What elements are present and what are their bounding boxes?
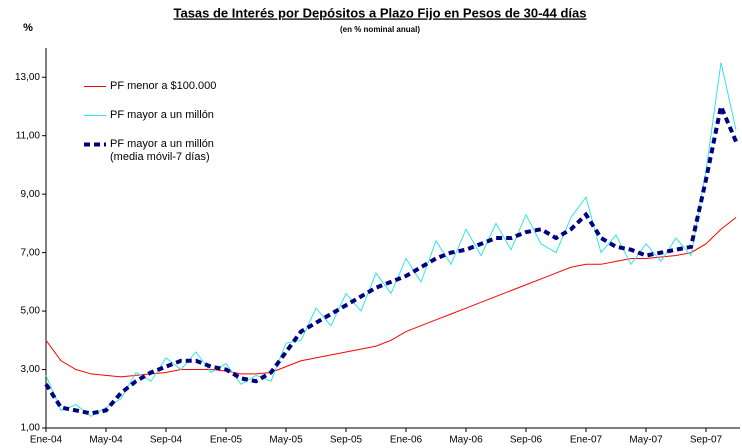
legend-label: PF mayor a un millón (media móvil-7 días… bbox=[110, 138, 214, 163]
legend-label: PF mayor a un millón bbox=[110, 109, 214, 121]
x-tick-label: Sep-04 bbox=[150, 435, 183, 446]
x-tick-label: Ene-06 bbox=[390, 435, 423, 446]
x-tick-label: Ene-07 bbox=[570, 435, 603, 446]
series-line bbox=[44, 99, 738, 416]
series-line bbox=[45, 62, 737, 417]
y-tick-label: 13,00 bbox=[15, 72, 40, 83]
x-tick-label: May-05 bbox=[269, 435, 303, 446]
x-tick-label: May-04 bbox=[89, 435, 123, 446]
y-tick-label: 9,00 bbox=[21, 189, 41, 200]
x-tick-label: Sep-07 bbox=[690, 435, 723, 446]
x-tick-label: May-07 bbox=[629, 435, 663, 446]
legend-swatch bbox=[84, 115, 106, 116]
legend-swatch bbox=[84, 86, 106, 87]
x-tick-label: Sep-06 bbox=[510, 435, 543, 446]
x-tick-label: Ene-05 bbox=[210, 435, 243, 446]
y-tick-label: 3,00 bbox=[21, 364, 41, 375]
x-tick-label: May-06 bbox=[449, 435, 483, 446]
y-tick-label: 7,00 bbox=[21, 247, 41, 258]
legend-swatch bbox=[84, 142, 106, 147]
y-tick-label: 5,00 bbox=[21, 306, 41, 317]
y-axis-label: % bbox=[23, 22, 33, 34]
y-tick-label: 1,00 bbox=[21, 423, 41, 434]
y-tick-label: 11,00 bbox=[16, 130, 41, 141]
series-line bbox=[45, 217, 737, 378]
x-tick-label: Ene-04 bbox=[30, 435, 63, 446]
x-tick-label: Sep-05 bbox=[330, 435, 363, 446]
chart-title: Tasas de Interés por Depósitos a Plazo F… bbox=[173, 5, 586, 20]
legend-label: PF menor a $100.000 bbox=[110, 80, 217, 92]
chart-subtitle: (en % nominal anual) bbox=[340, 25, 420, 34]
